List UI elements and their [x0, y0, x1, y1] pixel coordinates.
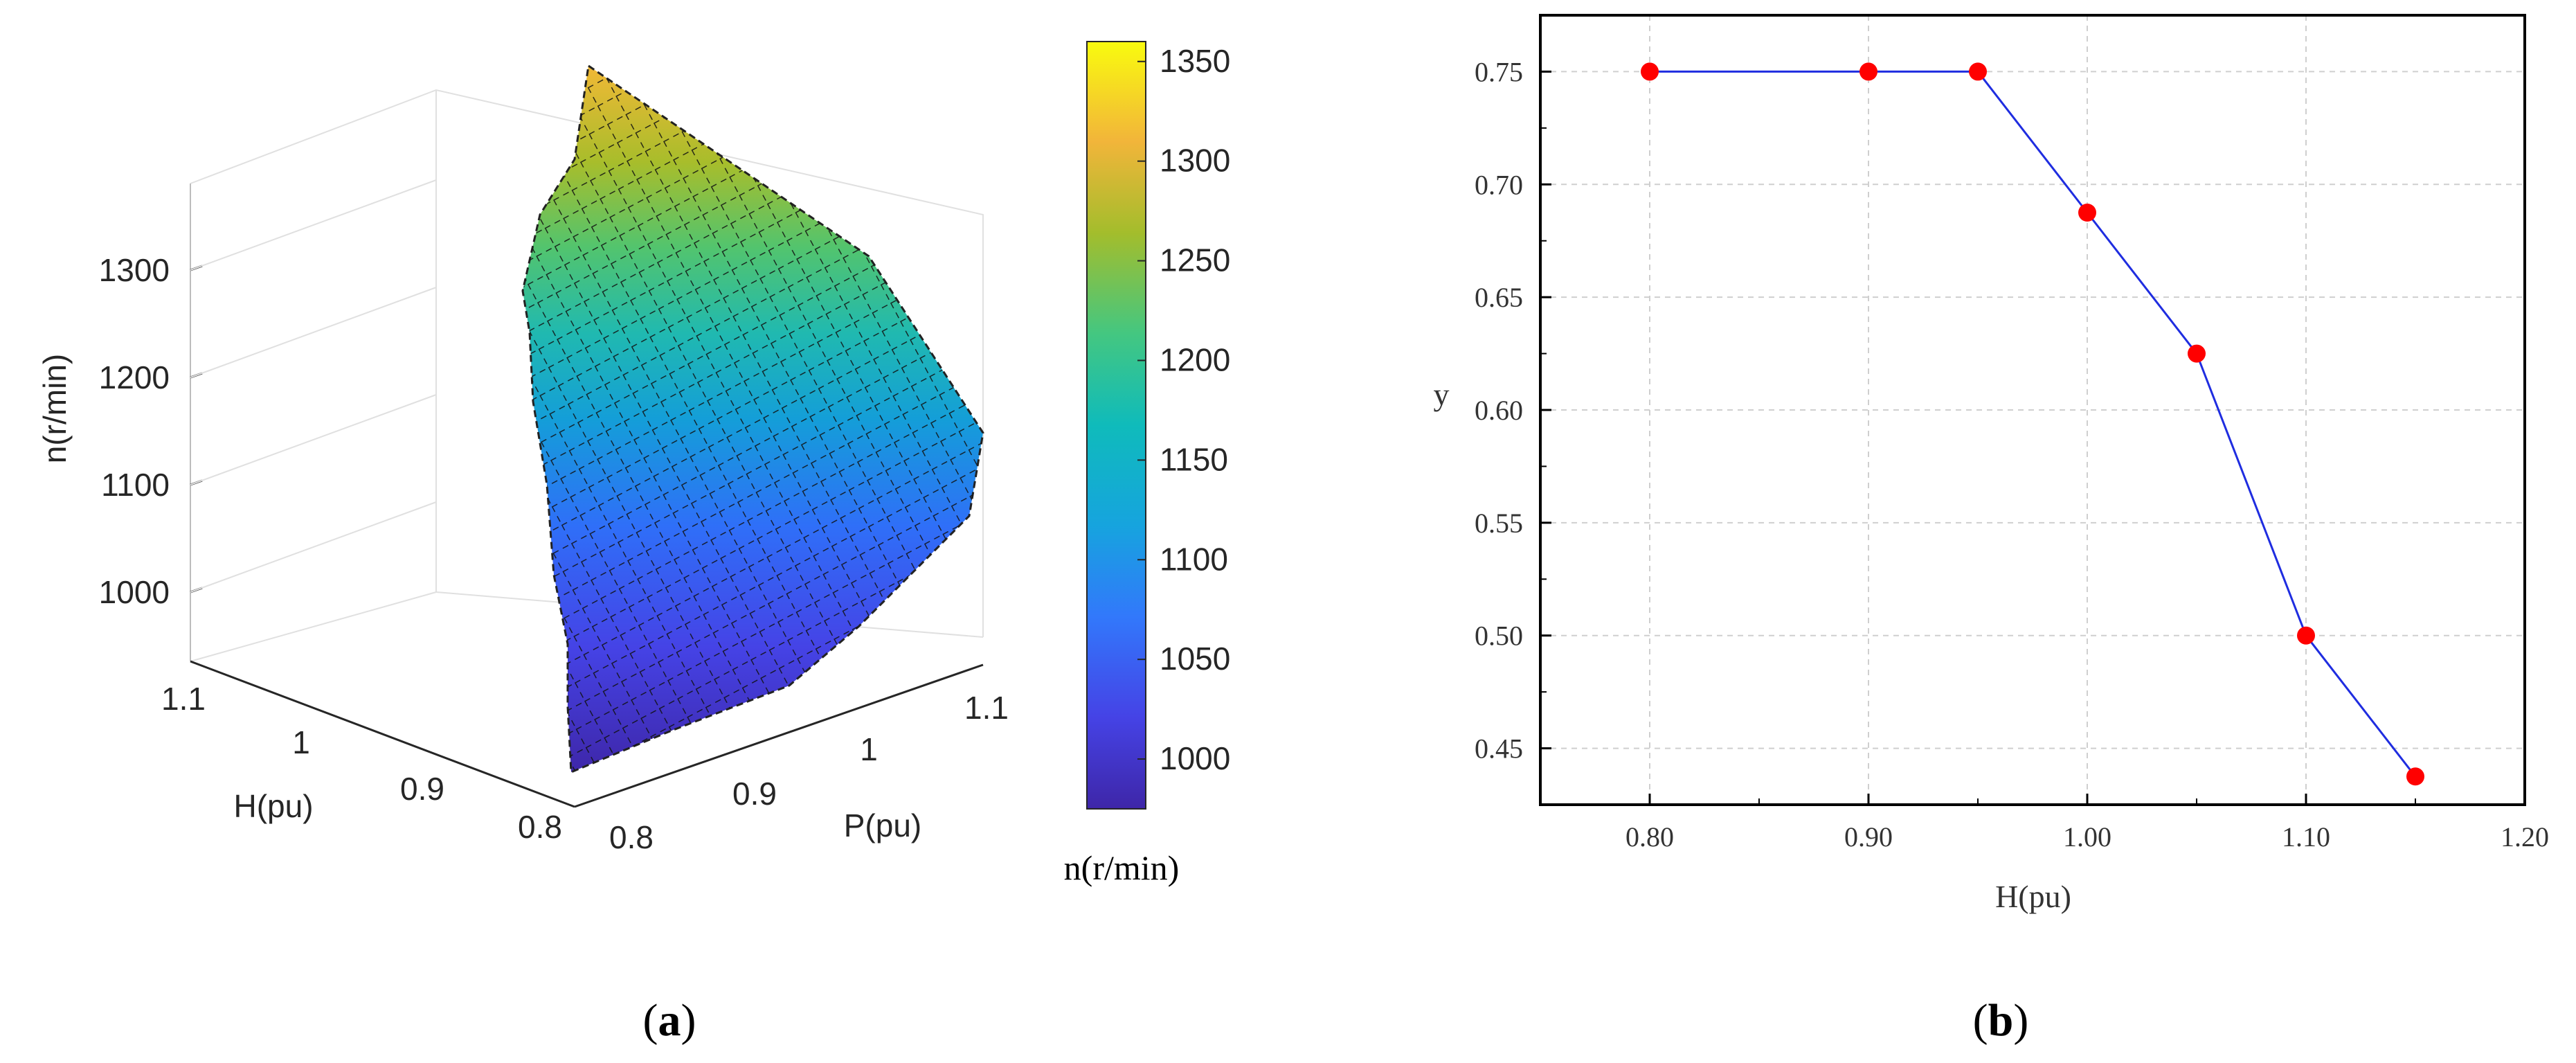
z-grid-line — [190, 287, 437, 378]
y-tick-label: 0.45 — [1475, 733, 1523, 765]
colorbar-tick-label: 1000 — [1160, 740, 1230, 776]
colorbar-tick-label: 1350 — [1160, 43, 1230, 79]
y-tick-label: 0.55 — [1475, 508, 1523, 539]
z-tick-label: 1200 — [99, 359, 170, 395]
x-tick-label: 1.00 — [2063, 821, 2111, 852]
colorbar-gradient — [1086, 41, 1146, 810]
p-axis-ticks: 0.8 0.9 1 1.1 — [609, 690, 1009, 855]
colorbar-tick-label: 1200 — [1160, 341, 1230, 377]
x-tick-label: 1.20 — [2501, 821, 2549, 852]
h-tick-label: 0.8 — [518, 809, 562, 845]
h-axis-ticks: 0.8 0.9 1 1.1 — [161, 681, 562, 845]
z-axis-ticks: 1000 1100 1200 1300 — [99, 179, 437, 610]
data-point — [2406, 767, 2424, 786]
panel-b-letter: b — [1988, 995, 2014, 1046]
h-tick-label: 1.1 — [161, 681, 206, 717]
h-tick-label: 1 — [292, 724, 310, 760]
colorbar-tick-label: 1300 — [1160, 143, 1230, 179]
z-axis-label: n(r/min) — [37, 354, 73, 463]
panel-b-line-chart: 0.80 0.90 1.00 1.10 1.20 0.45 0.50 0.55 0.60 0.6… — [1434, 14, 2549, 1046]
x-tick-label: 0.90 — [1844, 821, 1893, 852]
surface — [521, 64, 984, 774]
data-point — [1859, 62, 1877, 81]
colorbar-tick-label: 1150 — [1160, 441, 1228, 477]
data-point — [1641, 62, 1659, 81]
x-tick-label: 1.10 — [2282, 821, 2330, 852]
p-tick-label: 0.8 — [609, 819, 654, 855]
y-tick-label: 0.60 — [1475, 395, 1523, 426]
y-tick-label: 0.75 — [1475, 56, 1523, 87]
panel-a-caption: (a) — [643, 995, 696, 1046]
data-point — [1969, 62, 1987, 81]
colorbar-tick-label: 1100 — [1160, 541, 1228, 577]
panel-a-letter: a — [658, 995, 681, 1046]
p-tick-label: 1.1 — [964, 690, 1009, 726]
p-tick-label: 1 — [860, 731, 878, 767]
h-axis-label: H(pu) — [233, 788, 313, 824]
z-grid-line — [190, 501, 437, 593]
panel-a-surface-plot: 1000 1100 1200 1300 n(r/min) 0.8 0.9 1 1.1 H(p… — [37, 41, 1230, 1046]
y-axis-label: y — [1434, 377, 1450, 412]
x-axis-ticks: 0.80 0.90 1.00 1.10 1.20 — [1625, 794, 2549, 852]
z-tick-label: 1000 — [99, 574, 170, 610]
y-axis-ticks: 0.45 0.50 0.55 0.60 0.65 0.70 0.75 — [1475, 56, 1551, 765]
z-grid-line — [190, 179, 437, 271]
data-point — [2078, 204, 2096, 222]
colorbar-tick-label: 1050 — [1160, 641, 1230, 677]
p-tick-label: 0.9 — [732, 776, 777, 812]
colorbar-label: n(r/min) — [1064, 848, 1180, 887]
data-point — [2297, 626, 2315, 645]
x-tick-label: 0.80 — [1625, 821, 1674, 852]
colorbar-tick-label: 1250 — [1160, 242, 1230, 278]
z-grid-line — [190, 394, 437, 485]
data-point — [2188, 344, 2206, 363]
panel-b-caption: (b) — [1973, 995, 2029, 1046]
h-tick-label: 0.9 — [400, 771, 444, 807]
p-axis-label: P(pu) — [844, 807, 921, 843]
y-tick-label: 0.65 — [1475, 282, 1523, 313]
series-line — [1650, 70, 2417, 778]
z-tick-label: 1100 — [101, 467, 170, 503]
x-axis-label: H(pu) — [1995, 879, 2071, 914]
y-tick-label: 0.70 — [1475, 169, 1523, 200]
z-tick-label: 1300 — [99, 252, 170, 288]
colorbar: 1000 1050 1100 1150 1200 1250 1300 1350 — [1086, 41, 1230, 810]
grid — [1540, 15, 2525, 805]
data-points — [1641, 62, 2424, 786]
y-tick-label: 0.50 — [1475, 620, 1523, 652]
3d-axes-ticks — [190, 660, 984, 808]
